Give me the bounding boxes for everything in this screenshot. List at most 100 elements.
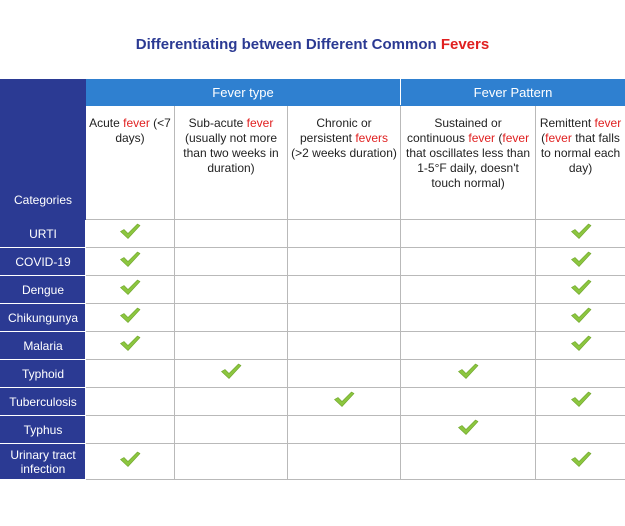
- checkmark-icon: [120, 451, 141, 467]
- checkmark-icon: [120, 307, 141, 323]
- table-cell: [535, 415, 625, 444]
- checkmark-icon: [570, 307, 591, 323]
- table-cell: [174, 331, 288, 360]
- table-cell: [400, 331, 537, 360]
- column-header-post: (<7 days): [115, 116, 171, 145]
- checkmark-icon: [334, 391, 355, 407]
- column-header-red: fever: [246, 116, 274, 130]
- table-cell: [286, 359, 402, 388]
- table-cell: [85, 247, 175, 276]
- table-cell: [85, 359, 175, 388]
- column-header-pre: Sub-acute: [188, 116, 247, 130]
- category-label: Typhus: [0, 415, 86, 444]
- table-cell: [400, 443, 537, 480]
- table-cell: [535, 303, 625, 332]
- table-cell: [85, 275, 175, 304]
- column-header-red2: fever: [545, 131, 572, 145]
- checkmark-icon: [120, 335, 141, 351]
- table-cell: [286, 303, 402, 332]
- table-cell: [174, 275, 288, 304]
- table-cell: [85, 331, 175, 360]
- table-cell: [286, 415, 402, 444]
- table-cell: [400, 303, 537, 332]
- table-row: Chikungunya: [0, 303, 625, 332]
- column-header-pre: Acute: [89, 116, 124, 130]
- column-header-2: Chronic or persistent fevers (>2 weeks d…: [286, 105, 402, 220]
- table-row: Urinary tract infection: [0, 443, 625, 480]
- table-cell: [535, 331, 625, 360]
- checkmark-icon: [120, 223, 141, 239]
- table-cell: [174, 219, 288, 248]
- checkmark-icon: [570, 335, 591, 351]
- table-cell: [535, 247, 625, 276]
- table-cell: [400, 247, 537, 276]
- table-row: Typhoid: [0, 359, 625, 388]
- column-header-pre: Chronic or persistent: [299, 116, 372, 145]
- table-cell: [400, 359, 537, 388]
- page-title: Differentiating between Different Common…: [0, 36, 625, 53]
- column-header-red: fever: [594, 116, 622, 130]
- category-label: Typhoid: [0, 359, 86, 388]
- column-header-mid: (: [495, 131, 503, 145]
- title-prefix: Differentiating between Different Common: [135, 36, 441, 53]
- column-header-pre: Remittent: [539, 116, 595, 130]
- table-cell: [286, 331, 402, 360]
- fever-table: Categories Fever type Fever Pattern Acut…: [0, 79, 625, 480]
- checkmark-icon: [570, 251, 591, 267]
- table-cell: [85, 443, 175, 480]
- column-header-mid: (: [541, 131, 546, 145]
- checkmark-icon: [570, 223, 591, 239]
- column-header-3: Sustained or continuous fever (fever tha…: [400, 105, 537, 220]
- column-header-post: that oscillates less than 1-5°F daily, d…: [405, 146, 531, 190]
- table-row: Dengue: [0, 275, 625, 304]
- column-header-red: fever: [468, 131, 496, 145]
- column-header-red: fevers: [355, 131, 389, 145]
- table-cell: [174, 415, 288, 444]
- table-cell: [85, 415, 175, 444]
- category-label: COVID-19: [0, 247, 86, 276]
- table-cell: [174, 303, 288, 332]
- table-cell: [535, 443, 625, 480]
- checkmark-icon: [570, 279, 591, 295]
- group-header-fever-pattern: Fever Pattern: [400, 79, 625, 106]
- checkmark-icon: [120, 279, 141, 295]
- category-label: Dengue: [0, 275, 86, 304]
- table-row: URTI: [0, 219, 625, 248]
- group-header-fever-type: Fever type: [84, 79, 402, 106]
- table-cell: [400, 275, 537, 304]
- column-header-red2: fever: [502, 131, 530, 145]
- column-header-0: Acute fever (<7 days): [85, 105, 175, 220]
- categories-header: Categories: [0, 79, 86, 220]
- table-cell: [400, 415, 537, 444]
- checkmark-icon: [570, 391, 591, 407]
- table-cell: [174, 387, 288, 416]
- column-header-post: (>2 weeks duration): [291, 146, 397, 160]
- table-cell: [400, 219, 537, 248]
- column-header-1: Sub-acute fever (usually not more than t…: [174, 105, 288, 220]
- category-label: Tuberculosis: [0, 387, 86, 416]
- category-label: Urinary tract infection: [0, 443, 86, 480]
- table-cell: [286, 387, 402, 416]
- table-cell: [85, 219, 175, 248]
- table-cell: [535, 387, 625, 416]
- checkmark-icon: [570, 451, 591, 467]
- title-highlight: Fevers: [440, 36, 490, 53]
- table-cell: [535, 275, 625, 304]
- column-header-red: fever: [123, 116, 150, 130]
- table-cell: [535, 219, 625, 248]
- table-cell: [286, 247, 402, 276]
- table-cell: [286, 443, 402, 480]
- column-header-post: that falls to normal each day): [540, 131, 621, 175]
- column-header-post: (usually not more than two weeks in dura…: [183, 131, 279, 175]
- checkmark-icon: [458, 363, 479, 379]
- table-row: COVID-19: [0, 247, 625, 276]
- checkmark-icon: [120, 251, 141, 267]
- table-cell: [400, 387, 537, 416]
- table-row: Malaria: [0, 331, 625, 360]
- category-label: URTI: [0, 219, 86, 248]
- column-header-pre: Sustained or continuous: [406, 116, 502, 145]
- table-cell: [85, 303, 175, 332]
- table-cell: [286, 219, 402, 248]
- table-row: Tuberculosis: [0, 387, 625, 416]
- table-cell: [174, 359, 288, 388]
